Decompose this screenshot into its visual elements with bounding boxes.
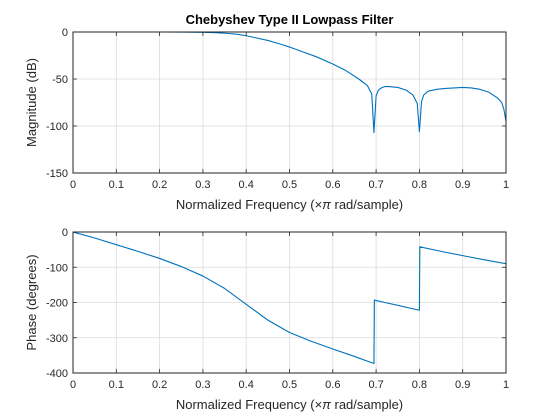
x-tick-label: 0.8 xyxy=(412,379,427,391)
x-tick-label: 0.2 xyxy=(152,379,167,391)
y-axis-label: Phase (degrees) xyxy=(24,254,39,350)
x-axis-label: Normalized Frequency (×π rad/sample) xyxy=(176,397,403,412)
x-tick-label: 0.9 xyxy=(455,379,470,391)
y-tick-label: -300 xyxy=(46,333,68,345)
y-tick-label: -200 xyxy=(46,298,68,310)
x-tick-label: 0 xyxy=(70,379,76,391)
x-tick-label: 0.8 xyxy=(412,179,427,191)
series-line xyxy=(73,32,506,134)
y-tick-label: 0 xyxy=(62,27,68,39)
x-tick-label: 1 xyxy=(503,179,509,191)
x-tick-label: 0 xyxy=(70,179,76,191)
x-tick-label: 0.5 xyxy=(282,379,297,391)
x-tick-label: 0.5 xyxy=(282,179,297,191)
y-tick-label: -150 xyxy=(46,168,68,180)
y-tick-label: -50 xyxy=(52,74,68,86)
x-tick-label: 0.6 xyxy=(325,379,340,391)
x-tick-label: 0.4 xyxy=(239,179,254,191)
y-tick-label: -400 xyxy=(46,368,68,380)
y-tick-label: -100 xyxy=(46,121,68,133)
x-tick-label: 0.4 xyxy=(239,379,254,391)
chart-title: Chebyshev Type II Lowpass Filter xyxy=(186,12,394,27)
x-tick-label: 0.7 xyxy=(368,179,383,191)
x-tick-label: 0.6 xyxy=(325,179,340,191)
series-line xyxy=(73,232,506,365)
x-tick-label: 1 xyxy=(503,379,509,391)
phase-plot: 0 0.1 0.2 0.3 0.4 0.5 0.6 0.7 0.8 0.9 1 0 -100 -200 -3… xyxy=(24,227,509,412)
x-tick-label: 0.1 xyxy=(109,379,124,391)
x-axis-label: Normalized Frequency (×π rad/sample) xyxy=(176,197,403,212)
y-axis-label: Magnitude (dB) xyxy=(24,58,39,147)
x-tick-label: 0.3 xyxy=(195,379,210,391)
y-tick-label: 0 xyxy=(62,227,68,239)
x-tick-label: 0.2 xyxy=(152,179,167,191)
x-tick-label: 0.9 xyxy=(455,179,470,191)
magnitude-plot: Chebyshev Type II Lowpass Filter 0 0.1 0.2… xyxy=(24,12,509,212)
x-tick-label: 0.7 xyxy=(368,379,383,391)
x-tick-label: 0.1 xyxy=(109,179,124,191)
y-tick-label: -100 xyxy=(46,262,68,274)
x-tick-label: 0.3 xyxy=(195,179,210,191)
